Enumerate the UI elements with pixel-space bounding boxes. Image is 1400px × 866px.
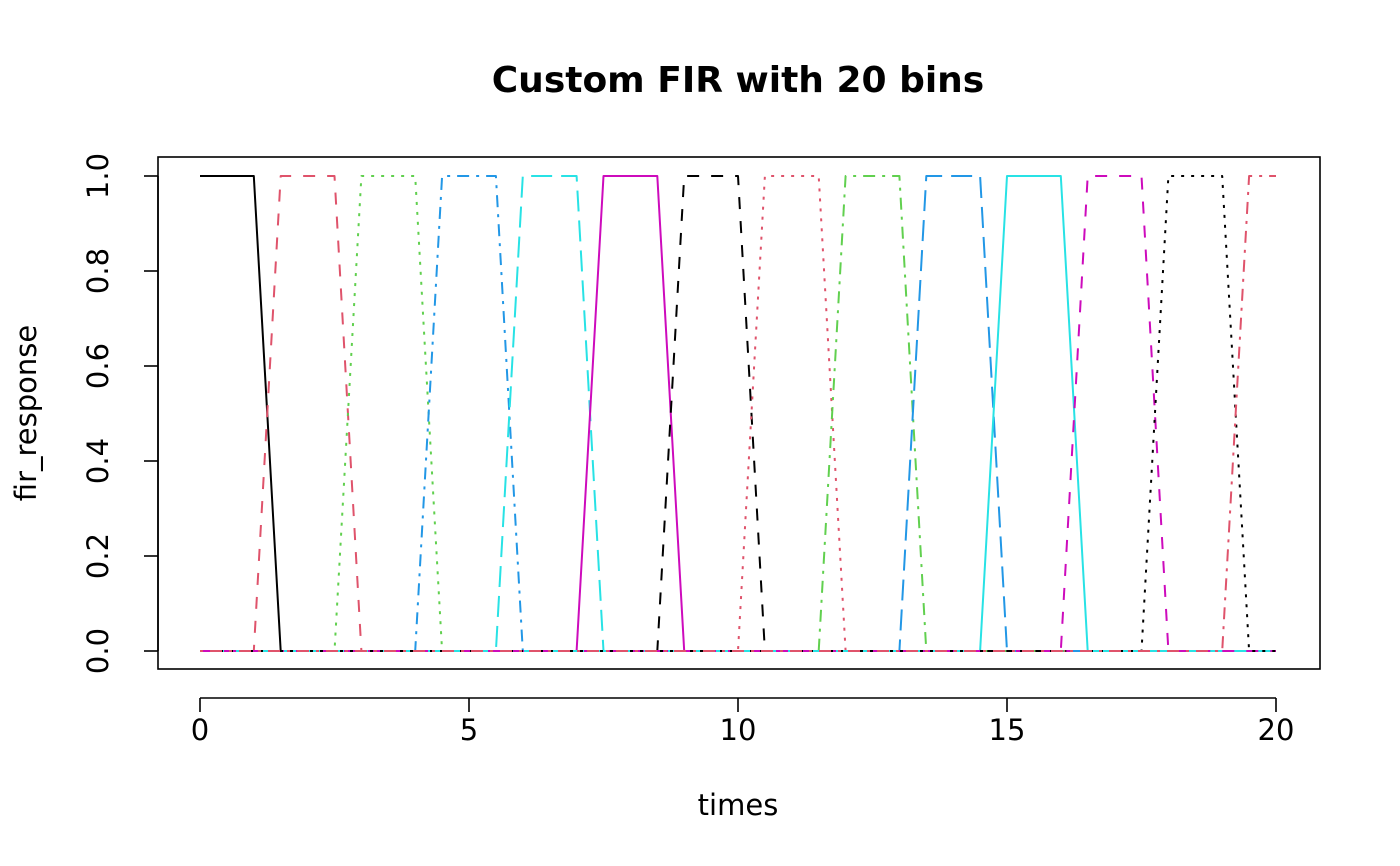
x-axis: 0 5 10 15 20 — [191, 697, 1295, 747]
series-layer — [200, 175, 1276, 652]
x-tick-label: 20 — [1258, 713, 1295, 747]
y-tick-label: 1.0 — [81, 153, 115, 199]
y-tick-label: 0.8 — [81, 248, 115, 294]
y-tick-label: 0.2 — [81, 533, 115, 579]
y-tick-label: 0.0 — [81, 628, 115, 674]
chart-title: Custom FIR with 20 bins — [492, 60, 984, 101]
x-tick-label: 5 — [460, 713, 478, 747]
y-tick-label: 0.6 — [81, 343, 115, 389]
y-axis: 0.0 0.2 0.4 0.6 0.8 1.0 — [81, 153, 159, 674]
x-axis-label: times — [698, 788, 779, 822]
x-tick-label: 0 — [191, 713, 209, 747]
y-axis-label: fir_response — [9, 325, 43, 501]
x-tick-label: 10 — [720, 713, 757, 747]
y-tick-label: 0.4 — [81, 438, 115, 484]
x-tick-label: 15 — [989, 713, 1026, 747]
series-line-14 — [200, 175, 1276, 652]
